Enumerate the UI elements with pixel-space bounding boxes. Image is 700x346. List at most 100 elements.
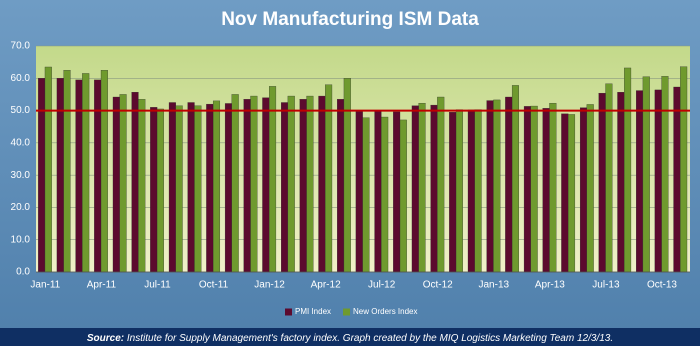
bar <box>418 102 426 273</box>
y-tick-label: 50.0 <box>11 105 31 116</box>
bar <box>355 111 363 273</box>
bar <box>63 70 71 273</box>
bar <box>654 89 662 273</box>
bar <box>175 105 183 273</box>
bar <box>642 76 650 273</box>
bar <box>523 106 531 273</box>
bar <box>168 102 176 273</box>
bar <box>636 90 644 273</box>
bar <box>206 103 214 273</box>
bar <box>505 96 513 273</box>
bar <box>549 102 557 273</box>
bar <box>661 76 669 273</box>
bar <box>224 103 232 273</box>
bar <box>399 119 407 273</box>
bar <box>493 99 501 273</box>
bar <box>262 97 270 273</box>
bar <box>381 116 389 273</box>
bar <box>486 100 494 273</box>
bar <box>586 104 594 273</box>
y-tick-label: 0.0 <box>16 267 30 278</box>
bar <box>673 86 681 273</box>
x-tick-label: Oct-12 <box>423 280 453 291</box>
bar <box>430 104 438 273</box>
bar <box>624 67 632 273</box>
x-tick-label: Oct-11 <box>199 280 229 291</box>
legend-label: PMI Index <box>295 307 331 316</box>
bar <box>437 96 445 273</box>
bar <box>44 66 52 273</box>
bar <box>269 86 277 273</box>
chart-title: Nov Manufacturing ISM Data <box>221 9 479 30</box>
source-text: Institute for Supply Management's factor… <box>127 333 613 344</box>
bar <box>617 92 625 273</box>
bar <box>393 111 401 273</box>
x-tick-label: Apr-13 <box>535 280 565 291</box>
bar <box>94 79 102 273</box>
bar <box>281 102 289 273</box>
bar <box>318 95 326 273</box>
bar <box>250 95 258 273</box>
x-tick-label: Jul-13 <box>592 280 620 291</box>
bar <box>156 108 164 273</box>
bar <box>56 78 64 273</box>
bar <box>343 78 351 273</box>
bar <box>579 107 588 273</box>
bar <box>411 105 419 273</box>
legend-swatch <box>285 308 292 316</box>
x-tick-label: Jan-13 <box>479 280 510 291</box>
bar <box>325 84 333 273</box>
bar <box>75 79 83 273</box>
bar <box>542 108 550 273</box>
bar <box>474 109 482 273</box>
bar <box>38 78 46 273</box>
y-tick-label: 30.0 <box>11 170 31 181</box>
bar <box>212 100 221 273</box>
y-tick-label: 10.0 <box>11 234 31 245</box>
bar <box>511 85 519 273</box>
bar <box>150 107 158 273</box>
bar <box>337 99 345 273</box>
footer: Source: Institute for Supply Management'… <box>87 333 613 344</box>
bar <box>119 94 127 273</box>
y-tick-label: 40.0 <box>11 137 31 148</box>
footer-bar <box>0 328 700 346</box>
bar <box>287 95 295 273</box>
bar <box>299 99 307 273</box>
source-label: Source: <box>87 333 124 344</box>
bar <box>231 94 239 273</box>
y-tick-label: 60.0 <box>11 73 31 84</box>
y-tick-label: 20.0 <box>11 202 31 213</box>
x-tick-label: Jul-11 <box>144 280 171 291</box>
x-tick-label: Apr-11 <box>87 280 117 291</box>
x-tick-label: Apr-12 <box>311 280 341 291</box>
bar <box>362 117 370 273</box>
bar <box>187 102 195 273</box>
bar <box>112 96 120 273</box>
bar <box>243 99 251 273</box>
x-tick-label: Oct-13 <box>647 280 677 291</box>
bar <box>100 70 108 273</box>
bar <box>680 66 688 273</box>
bar <box>194 105 202 273</box>
x-tick-label: Jan-11 <box>30 280 60 291</box>
bar <box>131 92 139 273</box>
bar <box>605 83 613 273</box>
bar <box>306 95 314 273</box>
bar <box>467 109 475 273</box>
bar <box>82 73 90 273</box>
x-tick-label: Jan-12 <box>254 280 285 291</box>
legend-swatch <box>343 308 351 316</box>
bar <box>530 105 538 273</box>
bar <box>598 92 606 273</box>
bar <box>561 113 569 273</box>
bar <box>455 109 463 273</box>
bar <box>449 112 457 273</box>
bar <box>138 99 146 273</box>
x-tick-label: Jul-12 <box>368 280 396 291</box>
bar <box>568 114 576 273</box>
legend-label: New Orders Index <box>353 307 417 316</box>
bar <box>374 111 382 273</box>
y-tick-label: 70.0 <box>11 41 31 52</box>
